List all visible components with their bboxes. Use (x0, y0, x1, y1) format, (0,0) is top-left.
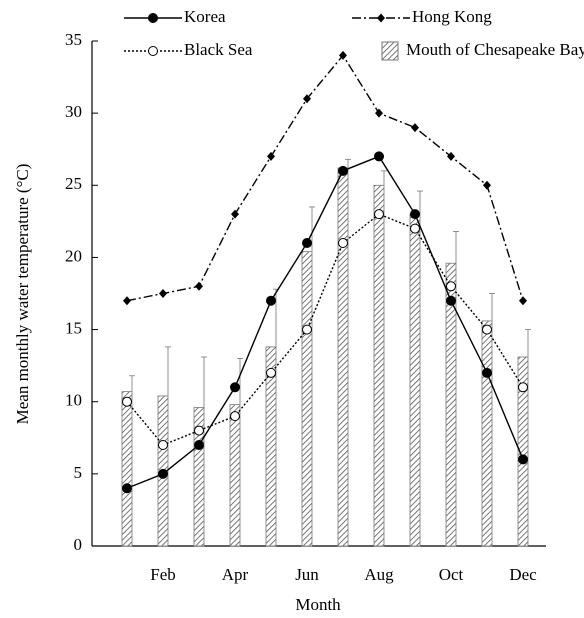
marker (518, 454, 528, 465)
marker (374, 151, 384, 162)
line (126, 155, 524, 489)
bar (445, 262, 457, 547)
bar (409, 213, 421, 547)
marker (446, 281, 456, 292)
y-tick-label: 20 (65, 246, 82, 265)
marker (267, 151, 275, 161)
marker (338, 165, 348, 176)
marker (158, 440, 168, 450)
marker (302, 238, 312, 248)
marker (123, 296, 131, 306)
bar (121, 391, 133, 547)
marker (483, 180, 491, 190)
bar (481, 320, 493, 547)
marker (339, 50, 347, 60)
marker (230, 411, 240, 422)
legend-swatch (381, 41, 399, 61)
y-tick-label: 25 (65, 174, 82, 193)
y-axis-label: Mean monthly water temperature (°C) (13, 164, 32, 425)
marker (375, 108, 383, 118)
marker (482, 367, 492, 378)
marker (374, 209, 384, 220)
bar (517, 356, 529, 547)
marker (195, 281, 203, 291)
marker (194, 425, 204, 436)
legend-label: Mouth of Chesapeake Bay (406, 40, 584, 59)
x-tick-label: Feb (150, 565, 176, 584)
bar (337, 167, 349, 547)
line (126, 54, 524, 302)
marker (148, 13, 158, 23)
x-tick-label: Oct (439, 565, 464, 584)
x-axis-label: Month (295, 595, 341, 614)
marker (447, 151, 455, 161)
marker (303, 94, 311, 104)
y-tick-label: 30 (65, 102, 82, 121)
marker (446, 295, 456, 306)
legend-label: Korea (184, 7, 226, 26)
bar (265, 346, 277, 547)
y-tick-label: 35 (65, 30, 82, 49)
marker (158, 468, 168, 479)
bar (229, 404, 241, 547)
y-tick-label: 0 (74, 535, 83, 554)
y-tick-label: 15 (65, 318, 82, 337)
marker (266, 295, 276, 306)
legend-label: Black Sea (184, 40, 253, 59)
marker (194, 440, 204, 450)
marker (482, 324, 492, 335)
x-tick-label: Apr (222, 565, 249, 584)
x-tick-label: Jun (295, 565, 319, 584)
bar (301, 251, 313, 547)
marker (377, 13, 385, 23)
x-tick-label: Aug (364, 565, 394, 584)
line (126, 213, 524, 446)
y-tick-label: 10 (65, 391, 82, 410)
bar (373, 184, 385, 547)
x-tick-label: Dec (509, 565, 537, 584)
marker (266, 367, 276, 378)
marker (411, 123, 419, 133)
legend-label: Hong Kong (412, 7, 492, 26)
marker (518, 382, 528, 393)
marker (230, 382, 240, 393)
marker (410, 209, 420, 220)
marker (122, 483, 132, 494)
marker (302, 324, 312, 335)
marker (148, 46, 158, 56)
marker (122, 396, 132, 407)
bar (193, 407, 205, 547)
marker (519, 296, 527, 306)
y-tick-label: 5 (74, 463, 83, 482)
marker (159, 289, 167, 298)
marker (410, 223, 420, 234)
marker (231, 209, 239, 219)
marker (338, 238, 348, 248)
